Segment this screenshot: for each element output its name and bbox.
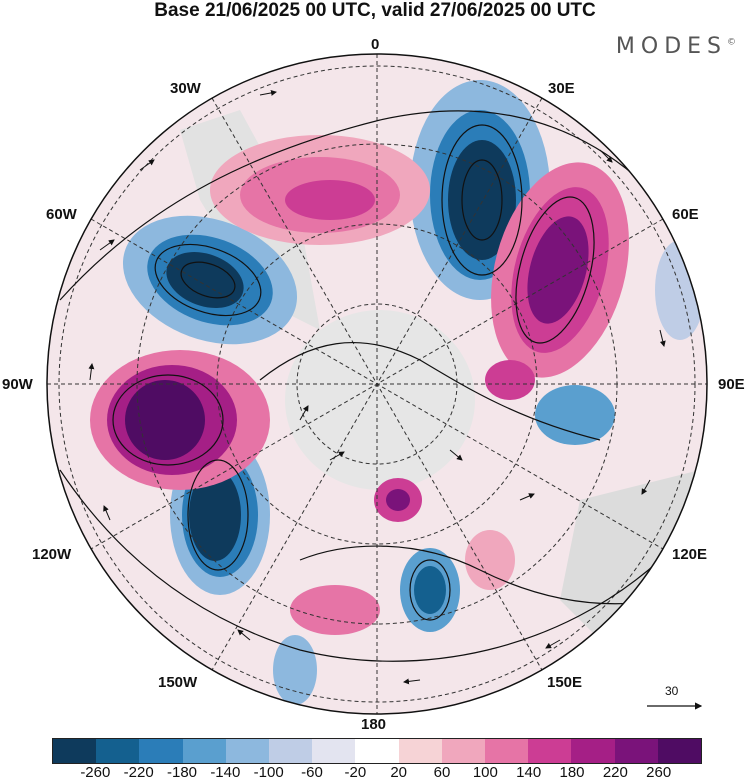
colorbar-bin [225, 739, 270, 763]
wind-streamlines [59, 110, 661, 662]
colorbar-bin [269, 739, 313, 763]
reference-vector: 30 [645, 684, 705, 714]
colorbar-tick-label: -260 [80, 764, 111, 781]
colorbar-bin [571, 739, 615, 763]
lon-label-120w: 120W [32, 546, 72, 563]
lon-label-150w: 150W [158, 674, 198, 691]
colorbar-tick-label: 260 [646, 764, 672, 781]
lon-label-90w: 90W [2, 376, 33, 393]
modes-logo: MODES© [615, 34, 736, 59]
colorbar-bin [657, 739, 702, 763]
high-anomaly [485, 360, 535, 400]
colorbar-bin [139, 739, 183, 763]
graticule [47, 54, 707, 714]
colorbar-tick-label: 100 [472, 764, 498, 781]
colorbar-bin [614, 739, 658, 763]
lon-label-150e: 150E [547, 674, 583, 691]
colorbar-tick-label: 60 [433, 764, 451, 781]
map-title: Base 21/06/2025 00 UTC, valid 27/06/2025… [154, 0, 596, 21]
colorbar-tick-label: -20 [344, 764, 367, 781]
wind-arrows [88, 89, 666, 685]
colorbar-tick-label: -140 [210, 764, 241, 781]
colorbar-bin [312, 739, 356, 763]
lon-label-0: 0 [371, 36, 380, 53]
colorbar-tick-label: 140 [516, 764, 542, 781]
low-anomaly [535, 385, 615, 445]
lon-label-30e: 30E [548, 80, 575, 97]
colorbar-bin [528, 739, 572, 763]
colorbar-bin [398, 739, 442, 763]
colorbar-tick-label: -100 [253, 764, 284, 781]
colorbar-bin [53, 739, 97, 763]
lon-label-180: 180 [361, 716, 387, 733]
lon-label-120e: 120E [672, 546, 708, 563]
colorbar-bin [355, 739, 399, 763]
low-anomaly [273, 635, 317, 705]
map-boundary [46, 53, 708, 715]
colorbar [52, 738, 702, 764]
colorbar-tick-label: 220 [602, 764, 628, 781]
colorbar-tick-label: -220 [123, 764, 154, 781]
colorbar-bin [485, 739, 529, 763]
colorbar-tick-label: 20 [390, 764, 407, 781]
colorbar-labels: -260 -220 -180 -140 -100 -60 -20 20 60 100 140 180 2… [0, 764, 750, 783]
colorbar-bin [182, 739, 226, 763]
polar-map [46, 53, 708, 715]
reference-vector-label: 30 [665, 684, 679, 698]
colorbar-bin [96, 739, 140, 763]
lon-label-60e: 60E [672, 206, 699, 223]
colorbar-tick-label: -60 [301, 764, 323, 781]
lon-label-90e: 90E [718, 376, 745, 393]
colorbar-bin [441, 739, 486, 763]
colorbar-tick-label: -180 [166, 764, 198, 781]
antarctica-land [285, 310, 475, 490]
colorbar-tick-label: 180 [559, 764, 585, 781]
lon-label-60w: 60W [46, 206, 77, 223]
lon-label-30w: 30W [170, 80, 201, 97]
